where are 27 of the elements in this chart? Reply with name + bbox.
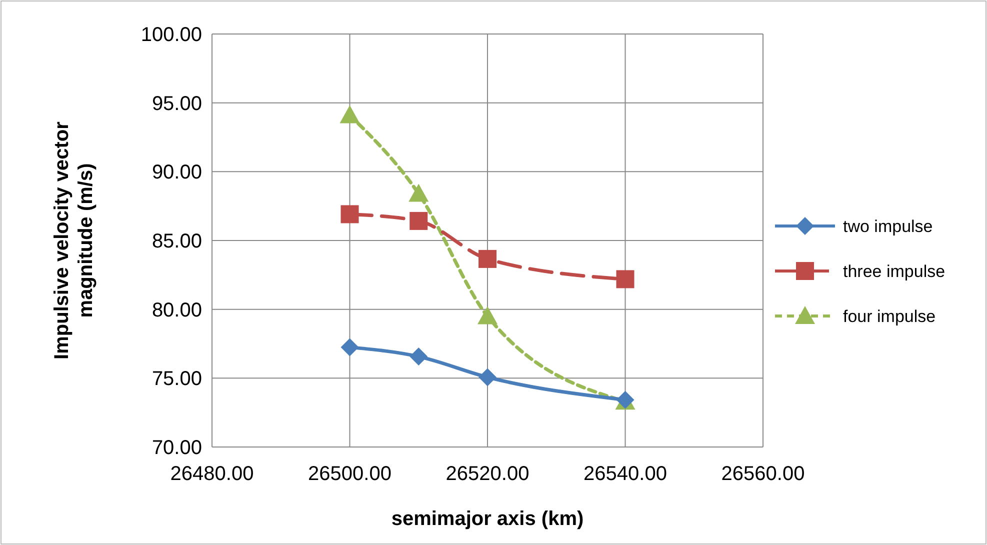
y-tick-label: 85.00	[152, 230, 202, 252]
legend-label: two impulse	[843, 216, 933, 236]
point	[408, 184, 429, 202]
x-tick-label: 26540.00	[584, 463, 667, 485]
x-tick-label: 26520.00	[446, 463, 530, 485]
x-tick-label: 26480.00	[170, 463, 254, 485]
point	[478, 250, 496, 268]
y-tick-label: 90.00	[152, 162, 202, 184]
point	[478, 368, 496, 386]
y-tick-label: 80.00	[152, 299, 202, 322]
legend-label: three impulse	[843, 262, 946, 281]
point	[410, 212, 428, 230]
point	[340, 338, 359, 356]
point	[478, 306, 498, 324]
x-tick-label: 26560.00	[721, 463, 805, 485]
point	[410, 348, 428, 366]
x-axis-title: semimajor axis (km)	[391, 508, 584, 530]
legend-label: four impulse	[843, 306, 936, 326]
y-tick-label: 100.00	[140, 24, 202, 46]
y-tick-label: 95.00	[152, 92, 202, 115]
y-tick-label: 70.00	[152, 437, 202, 459]
y-tick-label: 75.00	[152, 368, 202, 390]
x-tick-label: 26500.00	[308, 463, 392, 485]
y-axis-title: Impulsive velocity vector magnitude (m/s)	[51, 121, 97, 360]
point	[340, 105, 360, 124]
point	[616, 270, 634, 288]
point	[340, 205, 359, 224]
